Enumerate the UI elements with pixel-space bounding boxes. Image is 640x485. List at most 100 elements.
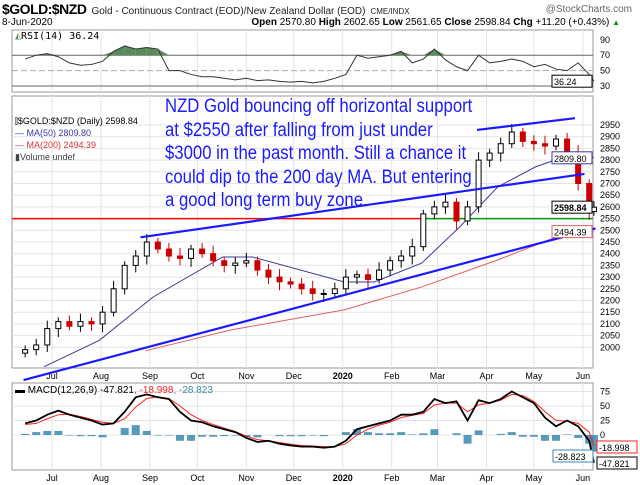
macd-signal-tag: -18.998 — [599, 443, 630, 453]
candle-body — [376, 269, 383, 280]
rsi-tick-label: 90 — [600, 35, 610, 45]
candle-body — [331, 288, 338, 294]
rsi-value-tag-box — [551, 74, 593, 88]
macd-histogram-bar — [375, 433, 384, 435]
y-tick-label: 2100 — [600, 319, 620, 329]
candle-body — [210, 253, 217, 262]
macd-histogram-bar — [32, 432, 41, 435]
macd-line — [24, 390, 595, 463]
macd-histogram-tag-box — [552, 449, 594, 463]
candle-body — [519, 131, 526, 142]
candle-body — [553, 138, 560, 147]
macd-histogram-bar — [153, 435, 162, 436]
legend-ma50: — MA(50) 2809.80 — [15, 128, 92, 138]
macd-histogram-bar — [452, 433, 461, 435]
macd-histogram-bar — [463, 435, 472, 444]
y-tick-label: 2750 — [600, 167, 620, 177]
ohlc-summary: Open 2570.80 High 2602.65 Low 2561.65 Cl… — [251, 17, 620, 28]
y-tick-label: 2300 — [600, 272, 620, 282]
candle-body — [44, 328, 51, 346]
x-tick-label: Oct — [190, 473, 205, 483]
macd-tick-label: 0 — [600, 430, 605, 440]
x-tick-label: Sep — [142, 473, 158, 483]
candle-body — [464, 206, 471, 222]
candle-body — [508, 131, 515, 145]
macd-histogram-bar — [253, 435, 262, 438]
data-source: CME/INDX — [370, 7, 410, 16]
y-tick-label: 2350 — [600, 260, 620, 270]
candle-body — [486, 152, 493, 161]
open-value: 2570.80 — [279, 17, 316, 28]
trendline — [140, 172, 585, 239]
x-tick-label: Feb — [384, 473, 400, 483]
candle-body — [409, 246, 416, 257]
macd-histogram-bar — [220, 435, 229, 437]
macd-histogram-bar — [430, 429, 439, 435]
panel-frame — [11, 382, 594, 471]
high-label: High — [318, 17, 341, 28]
candle-body — [365, 274, 371, 280]
ma50-value-tag-box — [551, 151, 593, 165]
macd-histogram-bar — [352, 429, 361, 435]
x-tick-label: Jun — [576, 473, 591, 483]
candle-icon: ⫿ — [15, 116, 18, 126]
macd-histogram-bar — [419, 433, 428, 435]
macd-histogram-bar — [496, 433, 505, 435]
macd-histogram-bar — [231, 435, 240, 436]
x-tick-label: Jul — [46, 371, 58, 381]
candle-body — [232, 262, 239, 266]
volume-icon: ▮ — [15, 152, 20, 162]
y-tick-label: 2600 — [600, 202, 620, 212]
low-value: 2561.65 — [405, 17, 442, 28]
ma50-value-tag: 2809.80 — [554, 154, 587, 164]
rsi-tick-label: 70 — [600, 50, 610, 60]
macd-histogram-bar — [341, 432, 350, 435]
chart-date: 8-Jun-2020 — [2, 17, 53, 28]
x-tick-label: 2020 — [333, 371, 353, 381]
macd-histogram-bar — [198, 435, 207, 437]
annotation-text: NZD Gold bouncing off horizontal support… — [165, 95, 472, 213]
x-tick-label: Nov — [238, 371, 255, 381]
macd-histogram-bar — [563, 434, 572, 435]
macd-histogram-bar — [98, 435, 107, 438]
macd-histogram-bar — [529, 435, 538, 437]
candle-body — [353, 274, 360, 278]
rsi-overbought-fill — [124, 45, 136, 56]
rsi-tick-label: 50 — [600, 66, 610, 76]
candle-body — [77, 321, 84, 327]
candle-body — [298, 283, 305, 290]
annotation-line: NZD Gold bouncing off horizontal support — [165, 96, 473, 117]
x-tick-label: Jul — [46, 473, 58, 483]
candle-body — [88, 321, 95, 325]
legend-price: ⫿$GOLD:$NZD (Daily) 2598.84 — [15, 116, 138, 126]
x-tick-label: Mar — [430, 371, 446, 381]
macd-histogram-bar — [142, 430, 151, 435]
rsi-icon: ◭ — [15, 31, 22, 42]
x-tick-label: 2020 — [333, 473, 353, 483]
candle-body — [453, 201, 460, 222]
macd-histogram-bar — [297, 435, 306, 437]
panel-frame — [11, 95, 594, 369]
y-tick-label: 2250 — [600, 284, 620, 294]
symbol-title: $GOLD:$NZD — [2, 1, 87, 17]
rsi-tick-label: 30 — [600, 81, 610, 91]
macd-histogram-bar — [552, 435, 561, 441]
candle-body — [309, 288, 316, 294]
candle-body — [475, 159, 482, 208]
legend-ma200: — MA(200) 2494.39 — [15, 140, 97, 150]
x-tick-label: May — [525, 473, 543, 483]
y-tick-label: 2700 — [600, 179, 620, 189]
annotation-line: $3000 in the past month. Still a chance … — [165, 143, 467, 164]
macd-signal-tag-box — [596, 440, 638, 454]
candle-body — [199, 248, 206, 255]
candle-body — [221, 260, 228, 266]
x-tick-label: Oct — [190, 371, 205, 381]
x-tick-label: Aug — [93, 473, 109, 483]
candle-body — [342, 276, 349, 290]
rsi-legend: ◭RSI(14) 36.24 — [15, 31, 100, 42]
x-tick-label: Nov — [238, 473, 255, 483]
candle-body — [99, 311, 106, 325]
annotation-line: could dip to the 200 day MA. But enterin… — [165, 166, 472, 188]
candle-body — [320, 292, 327, 295]
